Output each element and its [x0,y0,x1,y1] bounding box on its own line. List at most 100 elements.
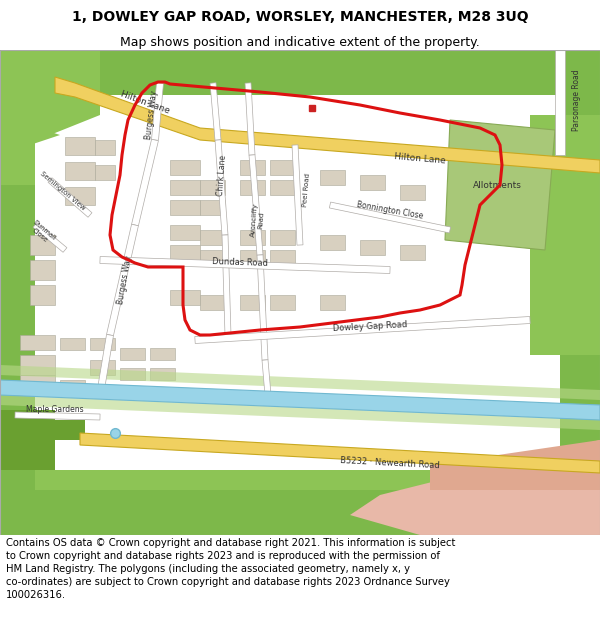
Text: Dundas Road: Dundas Road [212,256,268,268]
Text: Maple Gardens: Maple Gardens [26,406,84,414]
Bar [240,230,265,245]
Bar [20,375,55,395]
Polygon shape [445,120,555,250]
Bar [400,185,425,200]
Bar [320,170,345,185]
Polygon shape [0,115,60,155]
Bar [120,348,145,360]
Polygon shape [0,470,600,490]
Text: Avoncliffy
Road: Avoncliffy Road [250,202,266,238]
Text: 1, DOWLEY GAP ROAD, WORSLEY, MANCHESTER, M28 3UQ: 1, DOWLEY GAP ROAD, WORSLEY, MANCHESTER,… [71,10,529,24]
Bar [65,137,95,155]
Bar [170,290,200,305]
Polygon shape [0,115,35,185]
Text: Parsonage Road: Parsonage Road [572,69,581,131]
Bar [200,250,225,265]
Polygon shape [245,83,255,155]
Polygon shape [152,82,163,140]
Bar [170,245,200,260]
Polygon shape [0,365,600,400]
Polygon shape [0,395,600,430]
Bar [60,380,85,395]
Text: Contains OS data © Crown copyright and database right 2021. This information is : Contains OS data © Crown copyright and d… [6,538,455,601]
Polygon shape [195,316,530,344]
Bar [170,200,200,215]
Polygon shape [0,490,600,535]
Polygon shape [262,360,271,395]
Bar [320,235,345,250]
Polygon shape [329,202,451,233]
Text: Chirk Lane: Chirk Lane [216,154,228,196]
Bar [30,285,55,305]
Text: Map shows position and indicative extent of the property.: Map shows position and indicative extent… [120,36,480,49]
Bar [90,338,115,350]
Polygon shape [215,140,228,235]
Polygon shape [555,50,565,155]
Polygon shape [0,50,600,95]
Polygon shape [0,410,55,470]
Bar [270,230,295,245]
Polygon shape [210,82,221,140]
Bar [400,245,425,260]
Text: Peel Road: Peel Road [302,173,311,207]
Bar [200,295,225,310]
Bar [270,160,295,175]
Text: Allotments: Allotments [473,181,521,189]
Bar [20,335,55,350]
Bar [240,160,265,175]
Polygon shape [257,255,268,360]
Polygon shape [249,155,263,255]
Bar [270,295,295,310]
Bar [120,368,145,380]
Polygon shape [0,50,35,535]
Bar [270,250,295,265]
Text: Burgess Way: Burgess Way [116,255,134,305]
Polygon shape [222,235,231,335]
Text: B5232 · Newearth Road: B5232 · Newearth Road [340,456,440,470]
Text: Hilton Lane: Hilton Lane [119,89,171,115]
Bar [60,338,85,350]
Polygon shape [292,145,303,245]
Bar [240,180,265,195]
Bar [360,240,385,255]
Bar [30,260,55,280]
Polygon shape [15,412,100,420]
Text: Bonnington Close: Bonnington Close [356,200,424,220]
Polygon shape [55,420,85,440]
Polygon shape [0,50,100,155]
Bar [240,295,265,310]
Polygon shape [55,77,600,173]
Bar [65,187,95,205]
Bar [95,165,115,180]
Bar [360,175,385,190]
Bar [95,140,115,155]
Bar [170,180,200,195]
Bar [270,180,295,195]
Polygon shape [100,256,390,274]
Polygon shape [131,139,158,226]
Bar [90,360,115,375]
Polygon shape [350,440,600,535]
Bar [200,200,225,215]
Bar [200,180,225,195]
Polygon shape [530,115,600,355]
Text: Burgess Way: Burgess Way [145,90,160,140]
Polygon shape [33,222,67,253]
Polygon shape [430,440,600,490]
Bar [170,160,200,175]
Polygon shape [107,224,139,336]
Text: Dowley Gap Road: Dowley Gap Road [332,321,407,334]
Text: Semington View: Semington View [40,171,86,211]
Bar [30,235,55,255]
Bar [240,250,265,265]
Polygon shape [97,334,113,396]
Bar [200,230,225,245]
Bar [170,225,200,240]
Bar [65,162,95,180]
Polygon shape [0,380,600,420]
Text: Dunmall
Close: Dunmall Close [27,219,57,247]
Bar [150,348,175,360]
Polygon shape [80,433,600,473]
Bar [320,295,345,310]
Bar [150,368,175,380]
